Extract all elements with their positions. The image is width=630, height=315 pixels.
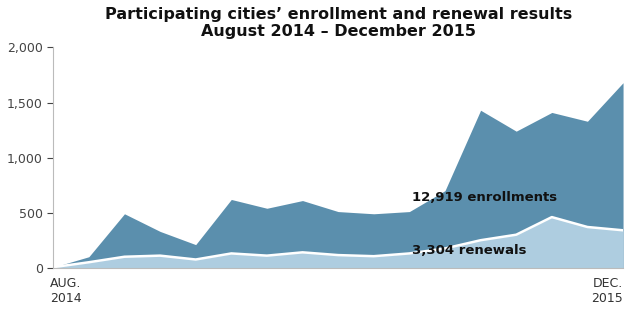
Text: AUG.
2014: AUG. 2014 [50,277,82,305]
Title: Participating cities’ enrollment and renewal results
August 2014 – December 2015: Participating cities’ enrollment and ren… [105,7,572,39]
Text: 12,919 enrollments: 12,919 enrollments [412,191,558,204]
Text: 3,304 renewals: 3,304 renewals [412,244,527,257]
Text: DEC.
2015: DEC. 2015 [592,277,623,305]
